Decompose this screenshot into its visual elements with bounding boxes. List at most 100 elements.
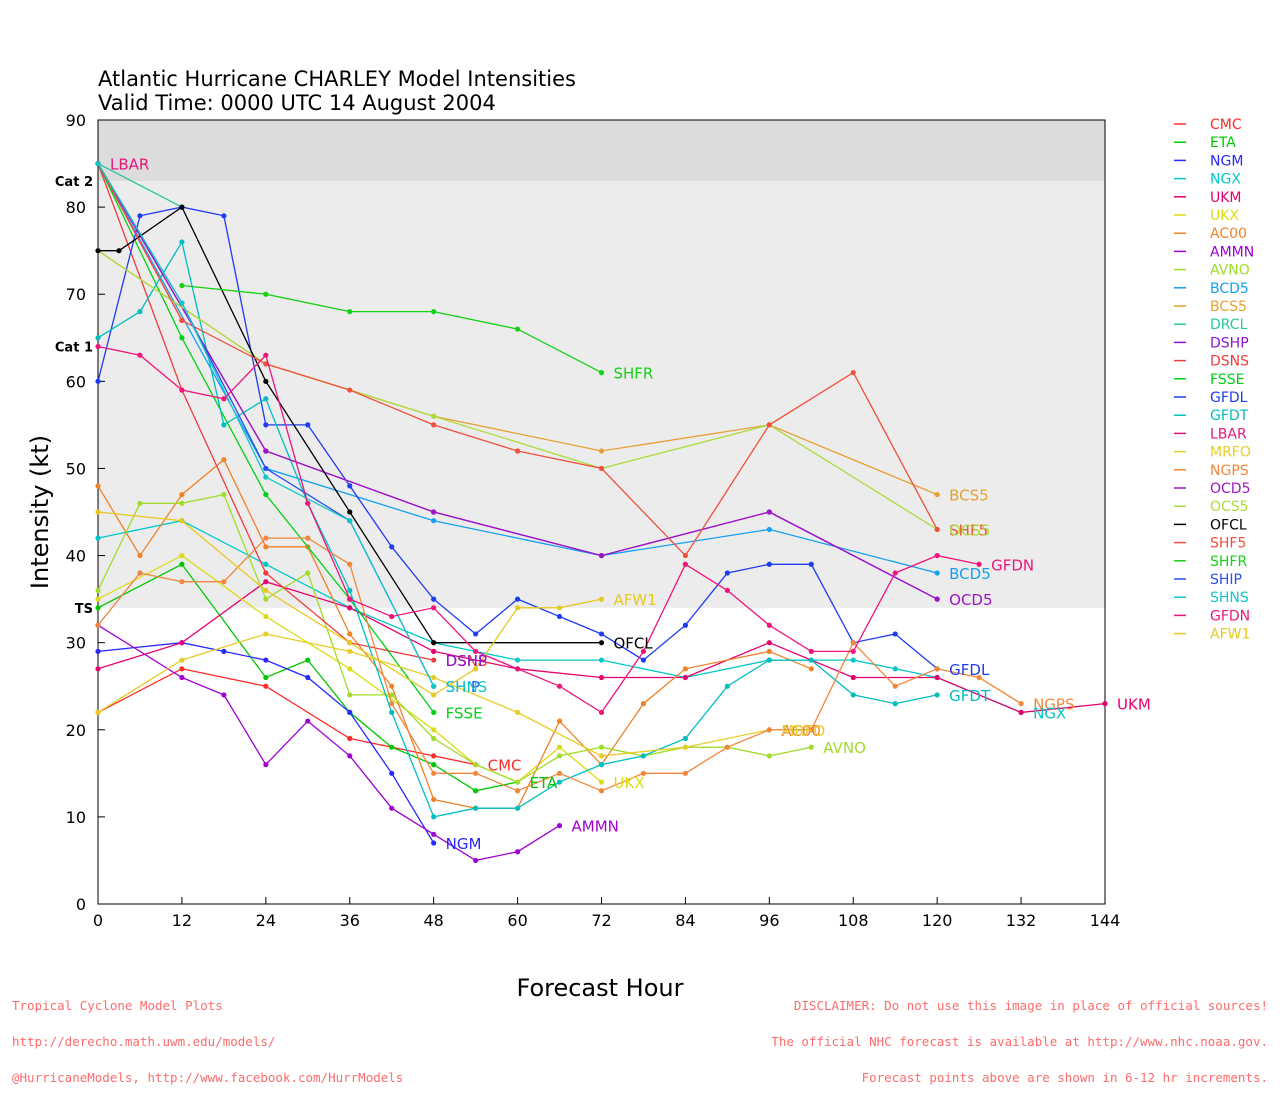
end-label: DSHP: [446, 652, 487, 670]
data-point: [263, 361, 269, 367]
category-label: Cat 1: [55, 340, 93, 355]
series-afw1: [95, 509, 605, 698]
data-point: [514, 605, 521, 611]
end-label: OCS5: [949, 521, 990, 539]
data-point: [431, 770, 437, 776]
end-label: BCS5: [949, 487, 989, 505]
data-point: [682, 552, 689, 559]
series-gfdn: [95, 343, 982, 715]
data-point: [598, 631, 605, 637]
data-point: [305, 657, 311, 663]
data-point: [263, 352, 269, 358]
data-point: [766, 526, 772, 533]
data-point: [808, 657, 814, 663]
end-label: ETA: [530, 774, 558, 792]
data-point: [431, 640, 437, 646]
legend-label: DSHP: [1210, 335, 1249, 351]
x-tick-label: 24: [256, 911, 276, 930]
legend-label: BCD5: [1210, 281, 1249, 297]
data-point: [263, 378, 269, 384]
legend-label: NGPS: [1210, 463, 1249, 479]
x-tick-label: 0: [93, 911, 103, 930]
data-point: [263, 657, 269, 663]
data-point: [95, 535, 101, 541]
data-point: [808, 648, 814, 654]
legend-label: SHF5: [1210, 536, 1246, 552]
data-point: [892, 570, 898, 576]
data-point: [221, 396, 227, 402]
end-label: SHF5: [949, 521, 988, 539]
data-point: [514, 657, 521, 663]
data-point: [389, 770, 395, 776]
data-point: [766, 727, 772, 733]
legend-label: AVNO: [1210, 263, 1250, 279]
data-point: [347, 596, 353, 602]
data-point: [263, 631, 269, 637]
data-point: [766, 657, 772, 663]
data-point: [598, 657, 605, 663]
data-point: [473, 788, 479, 794]
legend-label: MRFO: [1210, 445, 1251, 461]
data-point: [598, 465, 605, 472]
end-label: NGM: [446, 835, 482, 853]
data-point: [95, 596, 101, 602]
data-point: [640, 753, 647, 759]
category-band: [98, 120, 1105, 181]
legend-label: ETA: [1210, 135, 1236, 151]
data-point: [263, 474, 269, 480]
data-point: [263, 422, 269, 428]
x-tick-label: 120: [922, 911, 953, 930]
data-point: [431, 605, 437, 611]
data-point: [431, 674, 437, 681]
legend-label: UKM: [1210, 190, 1242, 206]
data-point: [766, 422, 772, 428]
data-point: [598, 762, 605, 768]
data-point: [473, 762, 479, 768]
data-point: [179, 387, 185, 393]
data-point: [347, 518, 353, 524]
data-point: [514, 666, 521, 672]
data-point: [305, 500, 311, 506]
data-point: [347, 709, 353, 715]
legend-label: FSSE: [1210, 372, 1244, 388]
legend-label: SHNS: [1210, 590, 1249, 606]
data-point: [431, 735, 437, 742]
data-point: [431, 309, 437, 315]
data-point: [1102, 701, 1108, 707]
series-layer: [95, 160, 1108, 864]
data-point: [95, 160, 101, 167]
data-point: [808, 666, 814, 672]
data-point: [221, 692, 227, 698]
intensity-chart: Atlantic Hurricane CHARLEY Model Intensi…: [26, 67, 1254, 1002]
legend-label: DRCL: [1210, 317, 1248, 333]
data-point: [389, 709, 395, 715]
data-point: [598, 779, 605, 785]
data-point: [347, 509, 353, 515]
data-point: [95, 666, 101, 672]
data-point: [389, 744, 395, 750]
data-point: [431, 840, 437, 846]
data-point: [263, 613, 269, 620]
category-band-labels: TS Cat 1 Cat 2: [55, 175, 93, 617]
footer-disclaimer-line: Forecast points above are shown in 6-12 …: [861, 1070, 1268, 1085]
data-point: [305, 570, 311, 576]
data-point: [473, 631, 479, 637]
data-point: [305, 535, 311, 541]
data-point: [347, 561, 353, 567]
data-point: [347, 587, 353, 594]
data-point: [766, 753, 772, 759]
data-point: [598, 552, 605, 559]
data-point: [473, 857, 479, 864]
y-tick-label: 10: [66, 808, 86, 827]
x-axis-label: Forecast Hour: [517, 974, 684, 1002]
data-point: [976, 561, 982, 567]
series-line: [97, 493, 812, 783]
data-point: [556, 779, 563, 785]
data-point: [179, 657, 185, 663]
data-point: [682, 622, 689, 628]
data-point: [682, 674, 689, 681]
data-point: [808, 744, 814, 750]
series-ammn: [95, 622, 563, 864]
legend-label: GFDN: [1210, 608, 1250, 624]
